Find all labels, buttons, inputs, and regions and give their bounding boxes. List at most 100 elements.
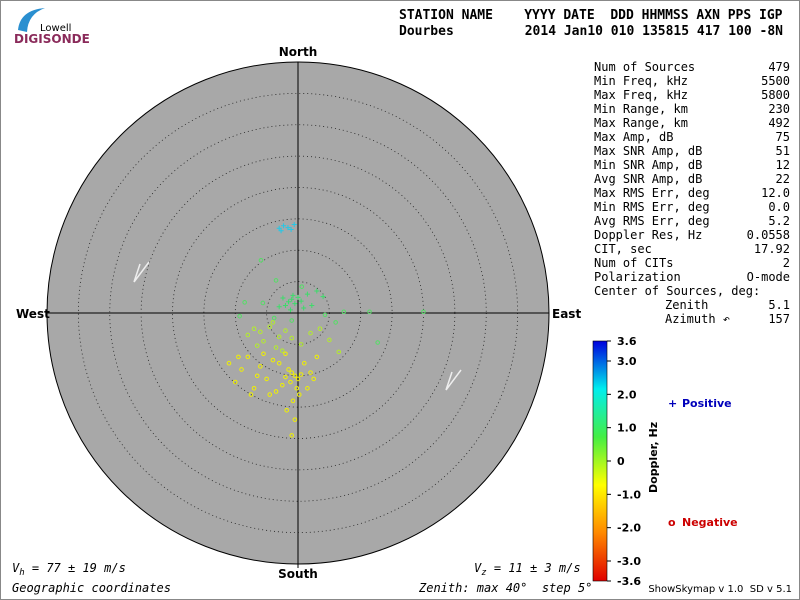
legend-symbol: + bbox=[668, 397, 677, 410]
source-negative bbox=[336, 349, 342, 355]
center-label: Zenith bbox=[665, 298, 708, 312]
colorbar-tick-label: 3.6 bbox=[617, 335, 637, 348]
colorbar: 3.6 3.0 2.0 1.0 0 -1.0 -2.0 -3.0 -3.6 Doppler, Hz… bbox=[592, 335, 738, 588]
source-positive bbox=[292, 301, 298, 307]
south-label: South bbox=[278, 567, 318, 581]
source-negative bbox=[314, 354, 320, 360]
source-positive bbox=[304, 291, 310, 297]
source-positive bbox=[320, 294, 326, 300]
west-label: West bbox=[16, 307, 50, 321]
header-columns: STATION NAME YYYY DATE DDD HHMMSS AXN PP… bbox=[399, 8, 783, 23]
stat-value: 5.2 bbox=[768, 214, 790, 228]
vh-val: = 77 ± 19 m/s bbox=[25, 561, 126, 575]
source-negative bbox=[258, 329, 263, 335]
center-value: 5.1 bbox=[768, 298, 790, 312]
stats-table: Num of Sources 479 Min Freq, kHz 5500 Max Fr… bbox=[594, 60, 790, 326]
zenith-note: Zenith: max 40° step 5° bbox=[418, 581, 592, 595]
stat-value: 5800 bbox=[761, 88, 790, 102]
source-positive bbox=[278, 228, 284, 234]
north-label: North bbox=[279, 45, 317, 59]
legend-label: Negative bbox=[682, 516, 738, 529]
source-positive bbox=[295, 294, 301, 300]
center-value: 157 bbox=[768, 312, 790, 326]
colorbar-tick-label: 3.0 bbox=[617, 355, 637, 368]
legend-label: Positive bbox=[682, 397, 732, 410]
vh: Vh = 77 ± 19 m/s bbox=[12, 561, 126, 578]
source-negative bbox=[292, 417, 298, 422]
colorbar-tick-label: -3.6 bbox=[617, 575, 641, 588]
colorbar-label: Doppler, Hz bbox=[647, 422, 660, 493]
source-negative bbox=[276, 334, 282, 340]
colorbar-tick-label: -3.0 bbox=[617, 555, 641, 568]
source-negative bbox=[286, 367, 291, 372]
source-negative bbox=[283, 374, 288, 380]
source-negative bbox=[292, 373, 298, 379]
source-negative bbox=[273, 389, 279, 394]
source-negative bbox=[367, 309, 372, 315]
source-negative bbox=[294, 386, 300, 391]
stat-label: Max SNR Amp, dB bbox=[594, 144, 702, 158]
center-label: Azimuth ↶ bbox=[665, 312, 730, 326]
vh-sym: V bbox=[12, 561, 20, 575]
stat-value: 12 bbox=[776, 158, 790, 172]
source-positive bbox=[276, 304, 282, 310]
source-negative bbox=[239, 367, 244, 372]
stat-value: 230 bbox=[768, 102, 790, 116]
source-negative bbox=[308, 330, 313, 336]
skymap bbox=[46, 61, 550, 568]
stat-label: Min Freq, kHz bbox=[594, 74, 688, 88]
source-negative bbox=[299, 284, 305, 289]
vz: Vz = 11 ± 3 m/s bbox=[474, 561, 581, 578]
stat-value: 479 bbox=[768, 60, 790, 74]
logo-bottom: DIGISONDE bbox=[14, 32, 90, 46]
antenna-marks bbox=[133, 261, 462, 391]
source-negative bbox=[251, 386, 257, 391]
source-negative bbox=[248, 392, 254, 397]
source-negative bbox=[273, 278, 279, 283]
stat-value: O-mode bbox=[747, 270, 790, 284]
source-positive bbox=[298, 298, 304, 304]
source-negative bbox=[322, 312, 328, 318]
stat-label: Max Freq, kHz bbox=[594, 88, 688, 102]
source-positive bbox=[286, 299, 292, 305]
source-negative bbox=[308, 370, 313, 375]
logo-swoosh bbox=[18, 8, 45, 32]
source-positive bbox=[309, 302, 315, 308]
version: ShowSkymap v 1.0 SD v 5.1 bbox=[648, 584, 792, 595]
stat-value: 5500 bbox=[761, 74, 790, 88]
colorbar-tick-label: -2.0 bbox=[617, 522, 641, 535]
stat-label: Polarization bbox=[594, 270, 681, 284]
source-negative bbox=[242, 300, 247, 305]
source-negative bbox=[288, 379, 293, 385]
source-negative bbox=[258, 257, 264, 263]
source-negative bbox=[327, 337, 332, 343]
stat-value: 12.0 bbox=[761, 186, 790, 200]
source-negative bbox=[273, 345, 279, 350]
source-negative bbox=[237, 313, 242, 319]
stat-label: CIT, sec bbox=[594, 242, 652, 256]
source-negative bbox=[254, 373, 260, 379]
source-negative bbox=[267, 324, 273, 330]
source-negative bbox=[341, 309, 347, 315]
source-negative bbox=[251, 326, 257, 331]
source-positive bbox=[289, 296, 295, 302]
source-positive bbox=[290, 292, 296, 298]
source-negative bbox=[276, 360, 282, 366]
source-negative bbox=[270, 357, 276, 363]
stat-label: Min Range, km bbox=[594, 102, 688, 116]
stat-value: 2 bbox=[783, 256, 790, 270]
source-negative bbox=[236, 354, 241, 360]
source-positive bbox=[280, 295, 286, 301]
source-negative bbox=[245, 354, 251, 360]
source-negative bbox=[264, 376, 269, 382]
stat-label: Min RMS Err, deg bbox=[594, 200, 710, 214]
stat-label: Min SNR Amp, dB bbox=[594, 158, 702, 172]
stat-value: 0.0 bbox=[768, 200, 790, 214]
stat-label: Avg RMS Err, deg bbox=[594, 214, 710, 228]
source-negative bbox=[280, 382, 285, 388]
colorbar-tick-label: 2.0 bbox=[617, 388, 637, 401]
vh-sub: h bbox=[19, 568, 24, 578]
legend-symbol: o bbox=[668, 516, 676, 529]
stat-value: 75 bbox=[776, 130, 790, 144]
